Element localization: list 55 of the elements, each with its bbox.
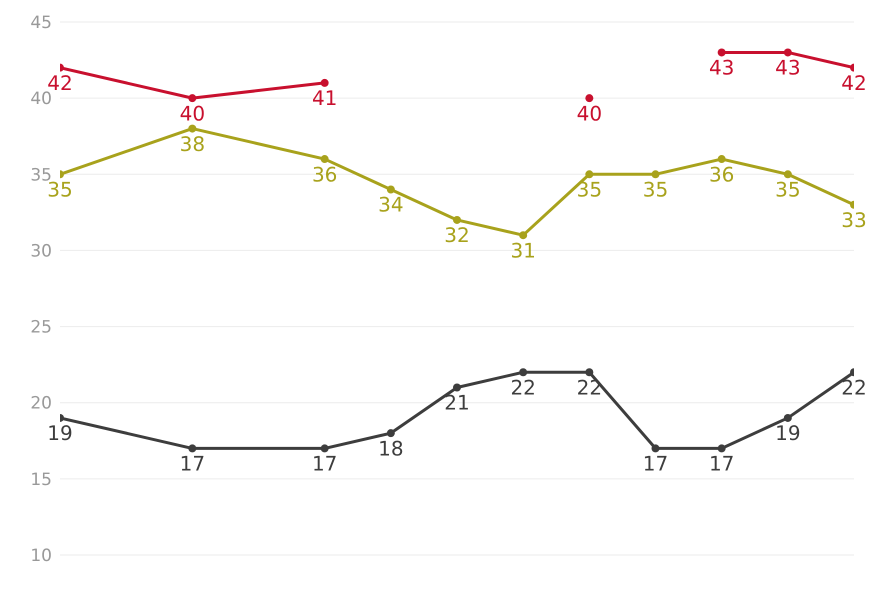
data-label: 17 (312, 452, 338, 476)
data-label: 43 (775, 56, 801, 80)
data-label: 19 (775, 421, 801, 446)
y-tick-label: 20 (30, 394, 52, 414)
point (784, 48, 792, 56)
data-label: 35 (642, 177, 668, 202)
data-label: 22 (841, 375, 867, 400)
data-label: 40 (576, 101, 602, 126)
point (652, 444, 660, 452)
point (718, 155, 726, 164)
data-label: 36 (312, 162, 338, 186)
point (585, 94, 594, 102)
point (188, 94, 196, 102)
data-label: 33 (841, 208, 867, 232)
point (386, 429, 395, 438)
data-label: 19 (47, 421, 73, 446)
data-label: 17 (180, 452, 206, 476)
data-label: 31 (510, 238, 536, 262)
y-tick-label: 40 (30, 89, 52, 110)
data-label: 17 (708, 452, 734, 476)
point (519, 231, 528, 240)
y-tick-label: 25 (30, 318, 52, 338)
data-label: 22 (510, 375, 536, 400)
y-tick-label: 10 (30, 546, 52, 566)
data-label: 34 (378, 192, 404, 217)
point (784, 414, 792, 422)
point (320, 155, 329, 164)
point (519, 368, 528, 376)
point (453, 216, 461, 224)
data-label: 18 (378, 436, 404, 460)
y-tick-label: 15 (30, 470, 52, 490)
data-label: 41 (312, 86, 338, 110)
point (718, 444, 726, 452)
point (585, 170, 594, 178)
data-label: 36 (708, 162, 734, 186)
data-label: 17 (642, 452, 668, 476)
data-label: 43 (708, 56, 734, 80)
data-label: 21 (444, 390, 470, 415)
point (386, 186, 395, 194)
y-tick-label: 45 (30, 13, 52, 34)
point (320, 444, 329, 452)
data-label: 32 (444, 223, 470, 248)
point (188, 444, 196, 452)
data-label: 42 (841, 70, 867, 95)
y-tick-label: 30 (30, 241, 52, 262)
point (453, 383, 461, 392)
point (784, 170, 792, 178)
point (718, 48, 726, 56)
point (585, 368, 594, 376)
point (188, 124, 196, 133)
data-label: 40 (180, 101, 206, 126)
data-label: 35 (775, 177, 801, 202)
point (320, 78, 329, 87)
point (652, 170, 660, 178)
data-label: 38 (180, 132, 206, 156)
